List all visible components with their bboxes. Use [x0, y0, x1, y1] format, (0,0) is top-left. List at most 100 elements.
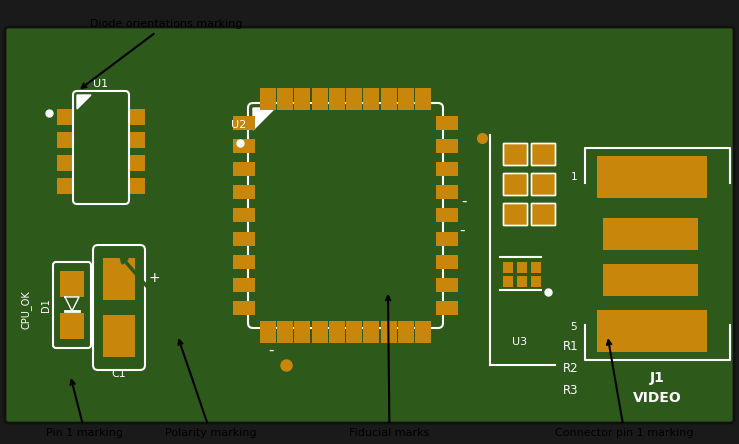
Text: VIDEO: VIDEO [633, 391, 682, 405]
Text: J1: J1 [650, 371, 665, 385]
Bar [233, 209, 255, 222]
Bar [503, 143, 527, 165]
FancyBboxPatch shape [5, 27, 734, 423]
Bar [329, 88, 345, 110]
Bar [60, 271, 84, 297]
Bar [57, 178, 79, 194]
Bar [436, 278, 458, 292]
Bar [531, 203, 555, 225]
Text: Diode orientations marking: Diode orientations marking [82, 20, 242, 88]
Bar [531, 276, 541, 287]
Bar [103, 315, 135, 357]
Text: C1: C1 [112, 369, 126, 379]
Text: D1: D1 [41, 298, 51, 312]
Bar [57, 155, 79, 171]
Text: 1: 1 [571, 172, 577, 182]
Polygon shape [253, 108, 275, 130]
Bar [277, 321, 293, 343]
Bar [517, 276, 527, 287]
Bar [503, 173, 527, 195]
Bar [531, 173, 555, 195]
Bar [597, 310, 707, 352]
Bar [294, 321, 310, 343]
Bar [603, 264, 698, 296]
Text: +: + [148, 271, 160, 285]
Bar [233, 255, 255, 269]
Bar [436, 162, 458, 176]
Bar [436, 209, 458, 222]
Bar [503, 203, 527, 225]
Bar [531, 173, 555, 195]
Bar [294, 88, 310, 110]
Bar [123, 178, 145, 194]
Bar [436, 232, 458, 246]
Bar [398, 88, 414, 110]
FancyBboxPatch shape [93, 245, 145, 370]
Bar [398, 321, 414, 343]
Bar [603, 218, 698, 250]
Bar [436, 255, 458, 269]
Text: U3: U3 [512, 337, 528, 347]
Bar [123, 109, 145, 125]
Bar [329, 321, 345, 343]
Bar [381, 88, 397, 110]
Bar [346, 88, 362, 110]
Bar [312, 88, 327, 110]
Bar [503, 262, 513, 273]
FancyBboxPatch shape [73, 91, 129, 204]
Bar [57, 132, 79, 148]
Text: CPU_OK: CPU_OK [21, 291, 32, 329]
Text: -: - [459, 223, 465, 238]
Text: R3: R3 [563, 384, 579, 397]
Bar [531, 203, 555, 225]
Bar [233, 116, 255, 130]
Bar [503, 143, 527, 165]
Bar [415, 88, 431, 110]
FancyBboxPatch shape [53, 262, 91, 348]
Text: R1: R1 [563, 340, 579, 353]
Bar [346, 321, 362, 343]
Text: Fiducial marks: Fiducial marks [350, 296, 429, 438]
Bar [123, 155, 145, 171]
Polygon shape [77, 95, 91, 109]
Bar [312, 321, 327, 343]
Bar [260, 88, 276, 110]
Bar [517, 262, 527, 273]
Bar [503, 173, 527, 195]
Bar [233, 162, 255, 176]
Bar [57, 109, 79, 125]
Bar [436, 116, 458, 130]
Bar [233, 278, 255, 292]
Bar [233, 186, 255, 199]
Bar [531, 143, 555, 165]
Bar [415, 321, 431, 343]
Bar [123, 132, 145, 148]
Bar [531, 262, 541, 273]
Text: Connector pin 1 marking: Connector pin 1 marking [555, 340, 694, 438]
Bar [436, 186, 458, 199]
Bar [436, 301, 458, 315]
Text: R2: R2 [563, 362, 579, 375]
Text: -: - [268, 343, 273, 358]
Bar [60, 313, 84, 339]
Bar [531, 143, 555, 165]
Bar [503, 203, 527, 225]
Text: 5: 5 [571, 322, 577, 332]
Bar [436, 139, 458, 153]
Text: -: - [461, 194, 467, 209]
Bar [233, 139, 255, 153]
Bar [233, 301, 255, 315]
Bar [233, 232, 255, 246]
Bar [260, 321, 276, 343]
Bar [503, 276, 513, 287]
Bar [103, 258, 135, 300]
FancyBboxPatch shape [248, 103, 443, 328]
Bar [364, 321, 379, 343]
Bar [603, 310, 698, 342]
Bar [364, 88, 379, 110]
Bar [597, 156, 707, 198]
Bar [277, 88, 293, 110]
Text: Polarity marking: Polarity marking [165, 340, 256, 438]
Text: U1: U1 [93, 79, 109, 89]
Text: U2: U2 [231, 120, 246, 130]
